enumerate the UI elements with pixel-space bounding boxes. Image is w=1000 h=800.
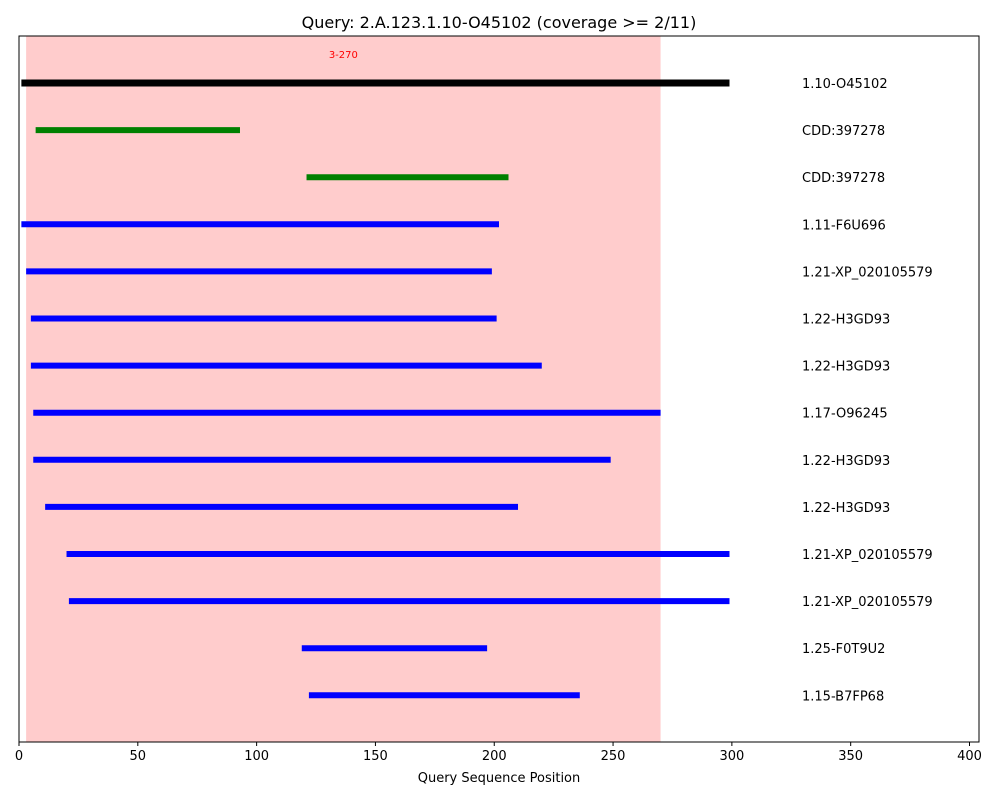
row-label: 1.21-XP_020105579 [802,548,933,563]
plot-frame [18,35,980,743]
x-tick-label: 150 [363,749,388,764]
row-label: 1.15-B7FP68 [802,689,884,704]
x-tick-label: 300 [719,749,744,764]
x-tick-label: 400 [957,749,982,764]
row-label: 1.22-H3GD93 [802,313,890,328]
x-axis-ticks: 0 50 100 150 200 250 300 350 400 [15,742,982,764]
row-label: 1.22-H3GD93 [802,501,890,516]
row-label: 1.17-O96245 [802,407,888,422]
highlight-region-label: 3-270 [329,50,358,61]
row-label: 1.21-XP_020105579 [802,265,933,280]
x-tick-label: 250 [601,749,626,764]
row-label: 1.10-O45102 [802,77,888,92]
row-label: CDD:397278 [802,171,885,186]
row-label: 1.11-F6U696 [802,218,886,233]
row-label: 1.21-XP_020105579 [802,595,933,610]
chart-title: Query: 2.A.123.1.10-O45102 (coverage >= … [302,13,697,32]
x-tick-label: 200 [482,749,507,764]
highlight-region [26,36,661,742]
row-label: 1.22-H3GD93 [802,454,890,469]
x-axis-label: Query Sequence Position [418,771,581,786]
x-tick-label: 100 [244,749,269,764]
x-tick-label: 0 [15,749,23,764]
alignment-bars [21,79,730,699]
row-label: 1.25-F0T9U2 [802,642,885,657]
row-label: CDD:397278 [802,124,885,139]
x-tick-label: 50 [130,749,147,764]
x-tick-label: 350 [838,749,863,764]
row-labels: 1.10-O45102 CDD:397278 CDD:397278 1.11-F6U6… [802,77,933,704]
row-label: 1.22-H3GD93 [802,360,890,375]
